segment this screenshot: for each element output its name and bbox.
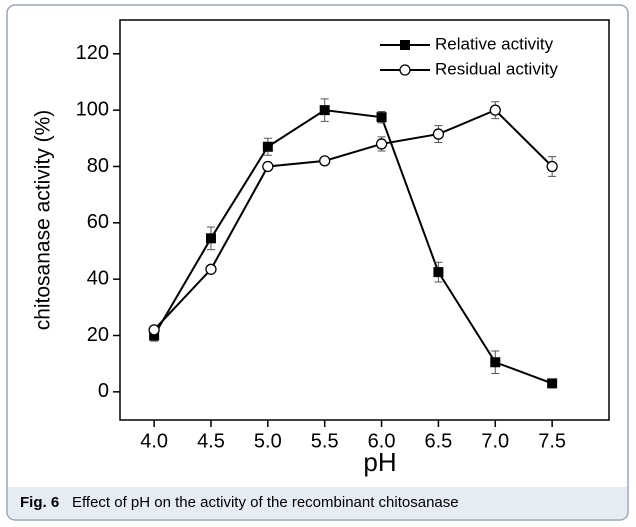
data-point <box>148 324 160 336</box>
data-point <box>262 160 274 173</box>
data-point <box>375 138 388 150</box>
data-point <box>319 105 330 116</box>
x-tick-label: 7.5 <box>538 430 566 452</box>
data-point <box>205 263 217 275</box>
x-tick-label: 5.0 <box>254 430 282 452</box>
x-tick-label: 6.5 <box>425 430 453 452</box>
y-tick-label: 40 <box>87 267 109 289</box>
data-point <box>319 155 331 167</box>
data-point <box>432 128 445 140</box>
data-point <box>262 141 273 152</box>
y-tick-label: 100 <box>76 98 109 120</box>
x-tick-label: 4.0 <box>140 430 168 452</box>
x-tick-label: 6.0 <box>368 430 396 452</box>
data-point <box>489 104 501 116</box>
plot-frame <box>119 19 610 421</box>
caption-text: Effect of pH on the activity of the reco… <box>72 494 459 511</box>
legend-label: Residual activity <box>435 59 558 78</box>
data-point <box>205 233 216 244</box>
data-point <box>433 267 444 278</box>
x-tick-label: 5.5 <box>311 430 339 452</box>
legend-marker <box>399 64 411 76</box>
caption-band <box>8 487 627 519</box>
series-line <box>153 108 553 331</box>
data-point <box>376 112 387 123</box>
y-tick-label: 120 <box>76 42 109 64</box>
caption-label: Fig. 6 <box>20 494 59 511</box>
data-point <box>490 357 501 368</box>
x-tick-label: 7.0 <box>481 430 509 452</box>
y-tick-label: 0 <box>98 380 109 402</box>
y-tick-label: 80 <box>87 155 109 177</box>
y-axis-label: chitosanase activity (%) <box>32 110 55 331</box>
data-point <box>546 160 558 173</box>
x-tick-label: 4.5 <box>197 430 225 452</box>
x-axis-label: pH <box>363 447 396 477</box>
data-point <box>547 378 558 389</box>
legend-marker <box>400 40 410 50</box>
series-line <box>153 109 553 385</box>
figure-frame <box>6 4 629 521</box>
legend-label: Relative activity <box>435 34 554 53</box>
y-tick-label: 60 <box>87 211 109 233</box>
y-tick-label: 20 <box>87 324 109 346</box>
